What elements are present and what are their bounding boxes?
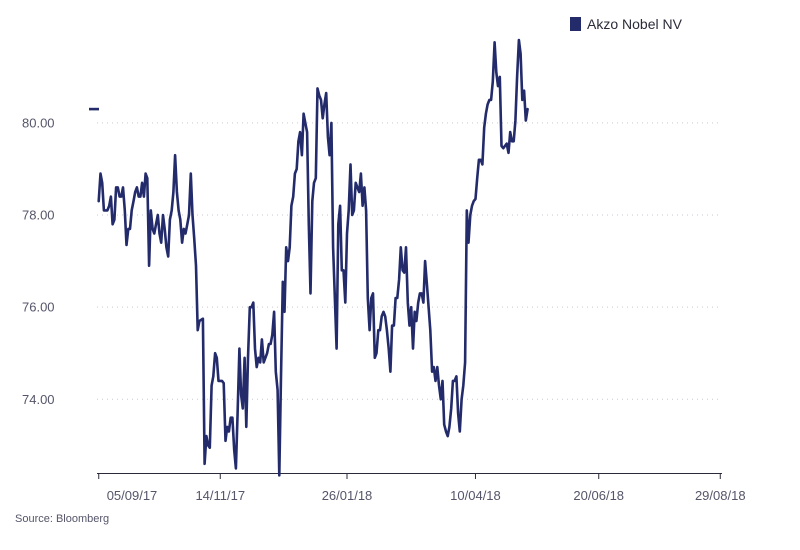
x-tick-label: 20/06/18 bbox=[573, 488, 624, 503]
legend: Akzo Nobel NV bbox=[570, 16, 683, 32]
gridlines bbox=[97, 122, 722, 400]
y-tick-label-78: 78.00 bbox=[22, 208, 55, 223]
x-axis: 05/09/17 14/11/17 26/01/18 10/04/18 20/0… bbox=[98, 473, 746, 503]
source-note: Source: Bloomberg bbox=[15, 513, 109, 525]
y-axis: 80.00 78.00 76.00 74.00 bbox=[22, 115, 55, 406]
y-tick-label-74: 74.00 bbox=[22, 392, 55, 407]
x-tick-label: 10/04/18 bbox=[450, 488, 501, 503]
y-tick-label-76: 76.00 bbox=[22, 300, 55, 315]
series-line-akzo-nobel bbox=[97, 38, 529, 477]
x-tick-label: 29/08/18 bbox=[695, 488, 746, 503]
y-tick-label-80: 80.00 bbox=[22, 115, 55, 130]
x-tick-label: 26/01/18 bbox=[322, 488, 373, 503]
x-tick-label: 05/09/17 bbox=[107, 488, 158, 503]
legend-swatch bbox=[570, 17, 581, 31]
x-tick-label: 14/11/17 bbox=[195, 488, 245, 503]
legend-label: Akzo Nobel NV bbox=[587, 16, 683, 32]
